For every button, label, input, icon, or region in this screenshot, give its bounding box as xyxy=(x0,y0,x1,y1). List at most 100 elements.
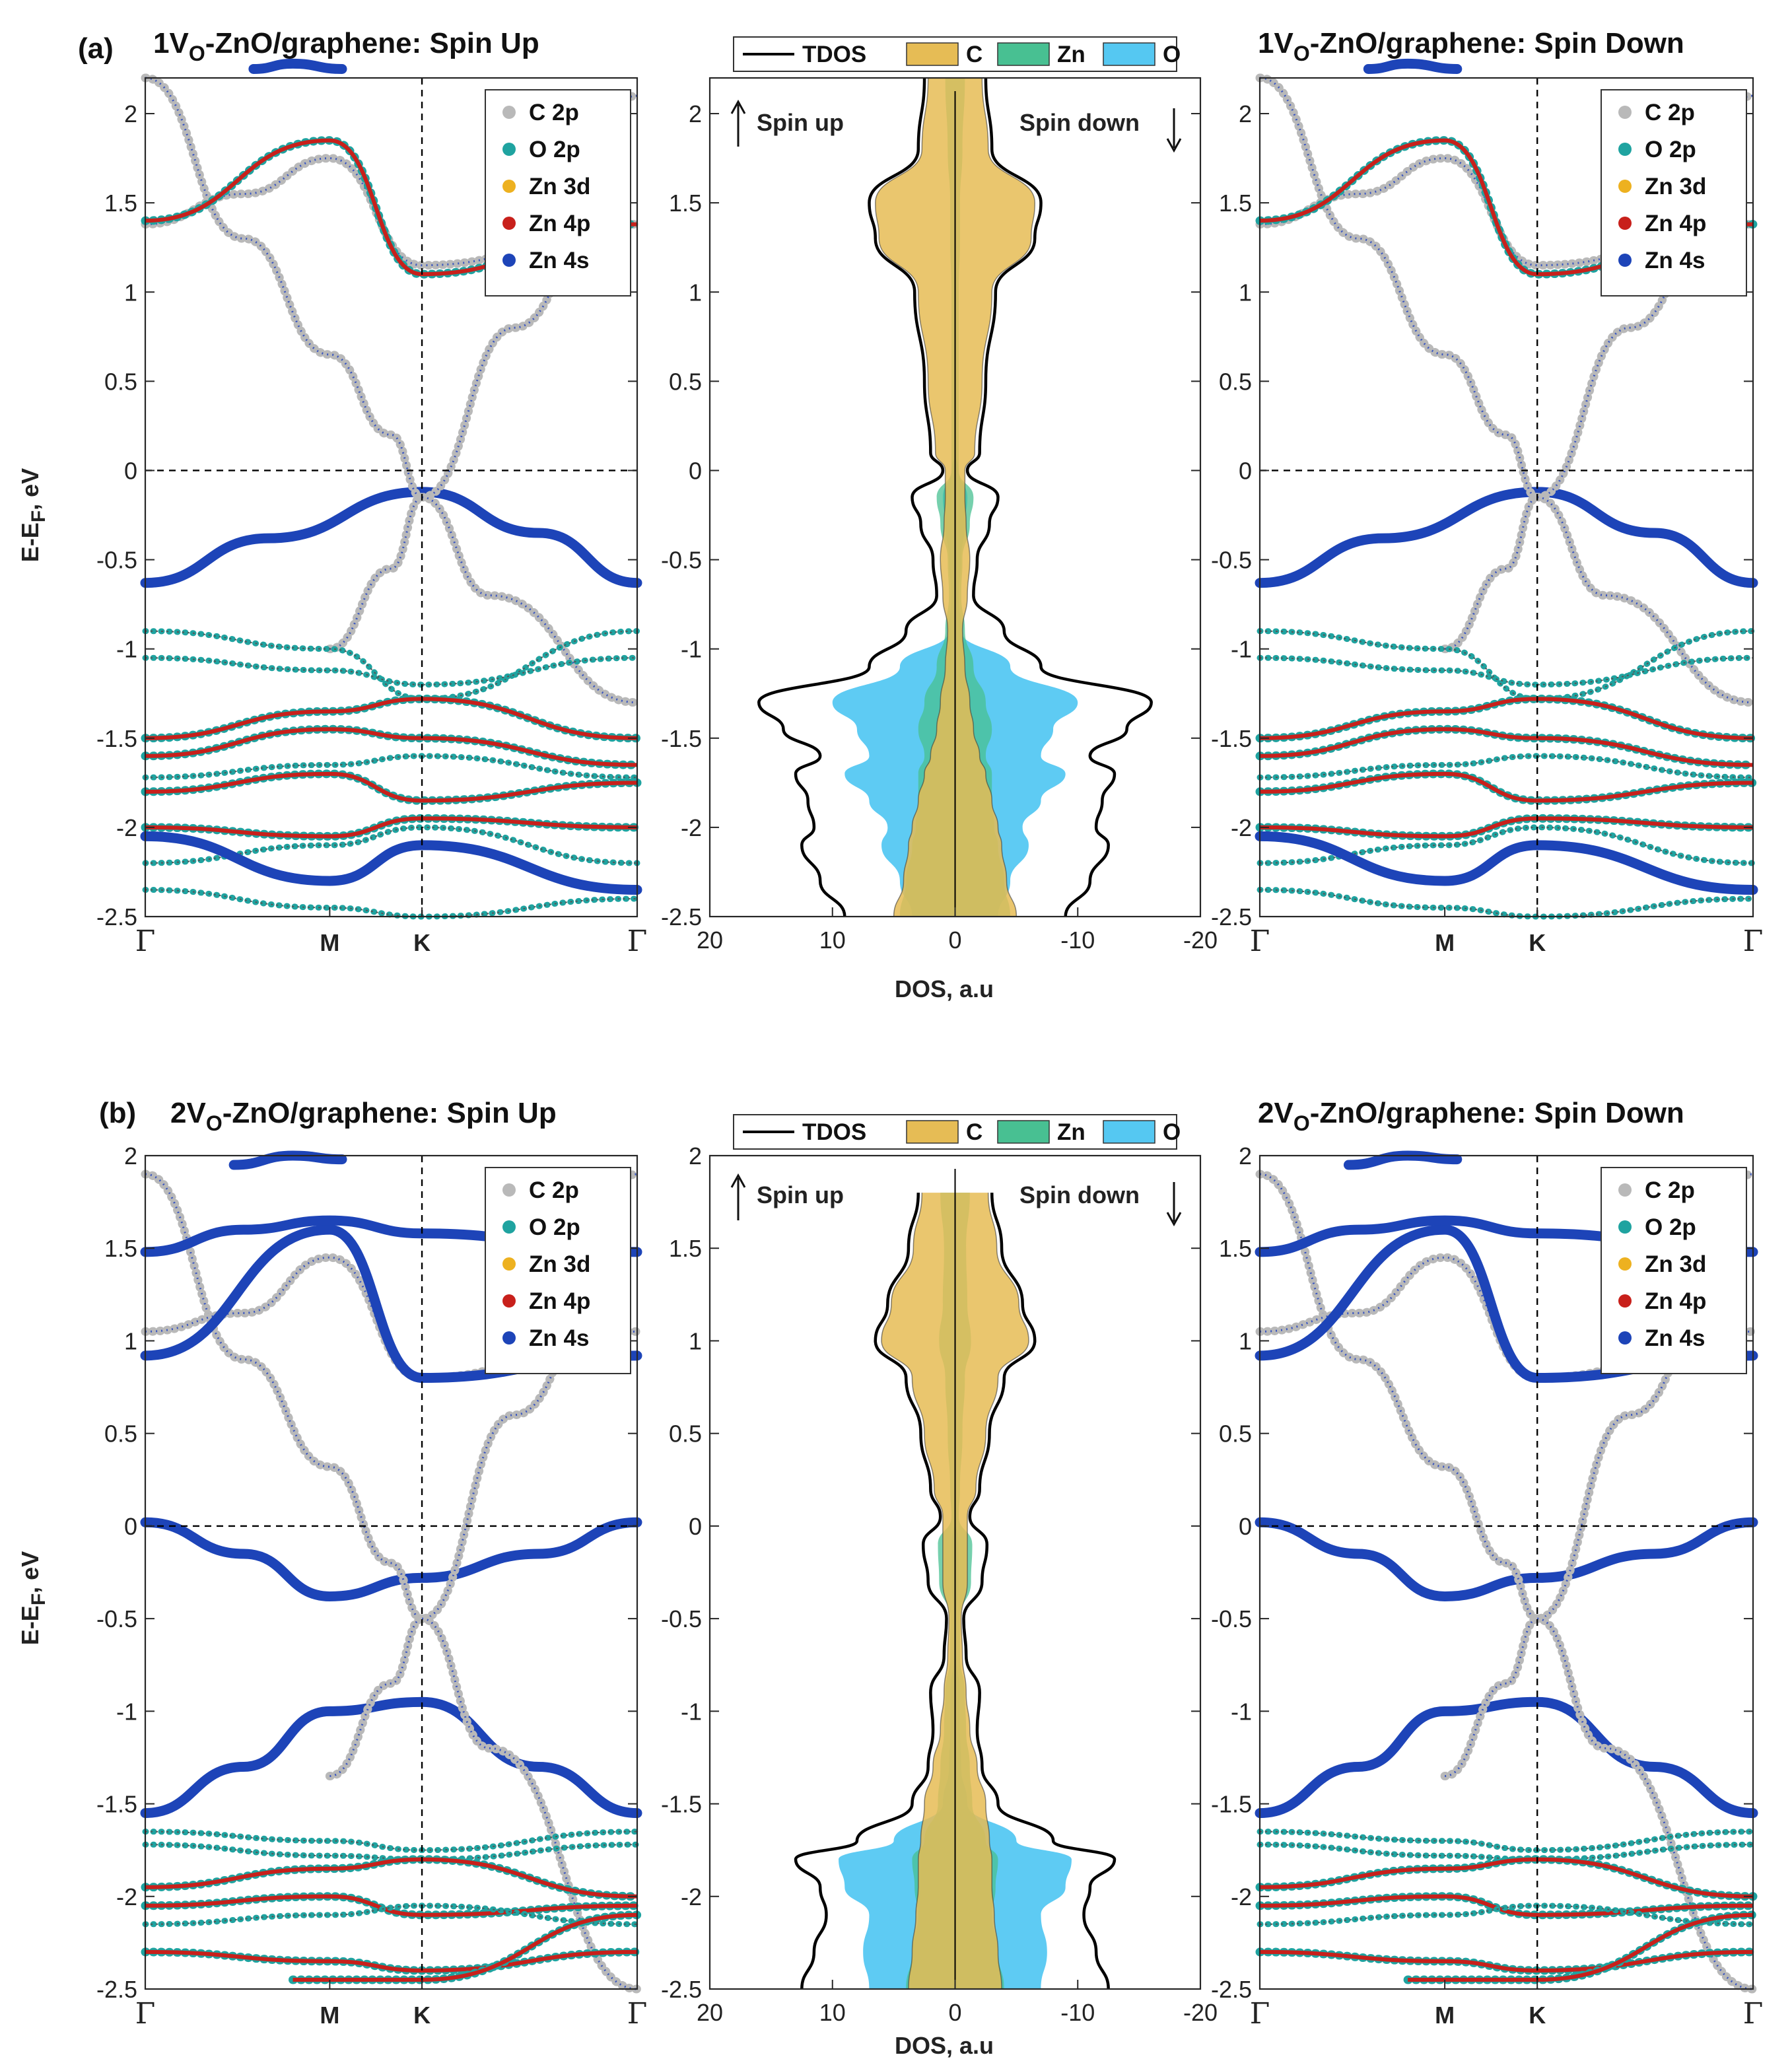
k-point-label: M xyxy=(1435,2002,1455,2029)
band-line xyxy=(1259,1857,1754,1899)
band-line xyxy=(145,727,638,767)
k-point-label: K xyxy=(413,2002,431,2029)
y-tick-label: 1 xyxy=(689,1327,702,1354)
legend-patch xyxy=(997,1120,1050,1144)
y-tick-label: -1 xyxy=(1231,1698,1252,1725)
legend-marker xyxy=(502,1257,516,1271)
y-tick-label: -2.5 xyxy=(661,903,702,930)
band-line xyxy=(1259,727,1754,767)
y-tick-label: -1 xyxy=(1231,636,1252,663)
band-line xyxy=(1259,816,1754,839)
spin-down-arrow-b xyxy=(1166,1182,1182,1227)
legend-marker xyxy=(1618,106,1632,119)
title-spin-down-a: 1VO-ZnO/graphene: Spin Down xyxy=(1258,27,1684,65)
y-tick-label: 2 xyxy=(124,1142,137,1170)
y-tick-label: -2 xyxy=(681,814,702,841)
y-tick-label: -2 xyxy=(1231,1883,1252,1910)
x-tick-label: 10 xyxy=(819,1999,846,2026)
legend-marker xyxy=(502,106,516,119)
band-legend-a-up: C 2p O 2p Zn 3d Zn 4p Zn 4s xyxy=(485,89,631,297)
band-line xyxy=(1255,73,1542,502)
spin-down-label-b: Spin down xyxy=(1019,1181,1140,1208)
band-line xyxy=(1259,697,1754,740)
y-tick-label: -2.5 xyxy=(1211,903,1252,930)
x-tick-label: -10 xyxy=(1060,1999,1095,2026)
band-line xyxy=(140,1696,642,1819)
y-tick-label: 0.5 xyxy=(669,1420,702,1448)
band-line xyxy=(1255,1696,1758,1819)
x-tick-label: -20 xyxy=(1183,1999,1218,2026)
legend-label: Zn 4p xyxy=(1645,1288,1706,1314)
y-tick-label: -1.5 xyxy=(96,1791,137,1818)
legend-label: TDOS xyxy=(802,42,866,67)
x-tick-label: 0 xyxy=(948,926,961,954)
k-point-label: Γ xyxy=(627,1997,648,2031)
y-tick-label: -1.5 xyxy=(1211,725,1252,752)
k-point-label: Γ xyxy=(135,1997,156,2031)
dos-outline-c-up xyxy=(881,1193,949,1990)
band-line xyxy=(1537,1617,1754,1990)
legend-patch xyxy=(997,42,1050,66)
axes-box xyxy=(1258,1154,1754,1990)
spin-down-arrow-a xyxy=(1166,108,1182,153)
y-tick-label: -0.5 xyxy=(96,1605,137,1632)
y-tick-label: 2 xyxy=(124,100,137,127)
y-tick-label: 1 xyxy=(124,279,137,306)
legend-label: C 2p xyxy=(1645,100,1695,125)
band-line xyxy=(145,771,638,803)
legend-label: O 2p xyxy=(1645,1214,1696,1240)
y-tick-label: -0.5 xyxy=(661,1605,702,1632)
dos-plot-a: 2 1.5 1 0.5 0 -0.5 -1 -1.5 -2 -2.520 10 0 -10 -20 xyxy=(661,77,1218,954)
band-plot-a-down: 21.510.50-0.5-1-1.5-2-2.5Γ M K Γ xyxy=(1211,58,1763,958)
legend-label: O 2p xyxy=(529,1214,580,1240)
y-tick-label: 0.5 xyxy=(669,368,702,395)
band-line xyxy=(142,654,640,688)
y-tick-label: 2 xyxy=(689,100,702,127)
band-line xyxy=(1259,889,1754,918)
band-line xyxy=(1255,831,1758,895)
band-line xyxy=(1259,657,1754,685)
legend-label: Zn xyxy=(1057,42,1086,67)
y-tick-label: 2 xyxy=(1239,1142,1252,1170)
y-tick-label: 1 xyxy=(689,279,702,306)
band-line xyxy=(1408,1912,1754,1982)
legend-patch xyxy=(1103,42,1155,66)
legend-label: Zn 3d xyxy=(1645,1251,1706,1277)
band-line xyxy=(145,1894,638,1917)
legend-marker xyxy=(1618,217,1632,230)
legend-label: Zn 4s xyxy=(529,248,589,273)
axes-box xyxy=(144,1154,638,1990)
x-tick-label: 20 xyxy=(697,926,723,954)
band-line xyxy=(142,1903,640,1928)
band-line xyxy=(1533,493,1758,707)
spin-up-label-b: Spin up xyxy=(757,1181,844,1208)
y-tick-label: -1 xyxy=(681,636,702,663)
legend-marker xyxy=(502,180,516,193)
k-point-label: M xyxy=(320,929,339,956)
legend-label: C 2p xyxy=(529,100,579,125)
band-line xyxy=(1259,1904,1754,1925)
legend-label: Zn 4s xyxy=(1645,248,1705,273)
y-tick-label: 0 xyxy=(1239,457,1252,484)
legend-label: C 2p xyxy=(529,1177,579,1203)
band-line xyxy=(1259,826,1754,864)
x-tick-label: 20 xyxy=(697,1999,723,2026)
legend-label: Zn 4p xyxy=(1645,211,1706,236)
y-axis-label-a: E-EF, eV xyxy=(17,468,50,562)
legend-marker xyxy=(1618,1294,1632,1308)
y-tick-label: 0 xyxy=(124,457,137,484)
legend-label: Zn 4s xyxy=(1645,1325,1705,1351)
y-tick-label: -0.5 xyxy=(96,547,137,574)
band-legend-a-down: C 2p O 2p Zn 3d Zn 4p Zn 4s xyxy=(1601,89,1747,297)
y-tick-label: -1.5 xyxy=(661,725,702,752)
legend-label: O 2p xyxy=(529,137,580,162)
band-line xyxy=(145,826,638,864)
y-tick-label: -1.5 xyxy=(1211,1791,1252,1818)
legend-marker xyxy=(1618,1220,1632,1234)
y-tick-label: 0 xyxy=(124,1513,137,1540)
panel-letter-a: (a) xyxy=(78,32,114,65)
band-line xyxy=(142,1829,640,1854)
x-tick-label: -10 xyxy=(1060,926,1095,954)
k-point-label: Γ xyxy=(1250,1997,1270,2031)
